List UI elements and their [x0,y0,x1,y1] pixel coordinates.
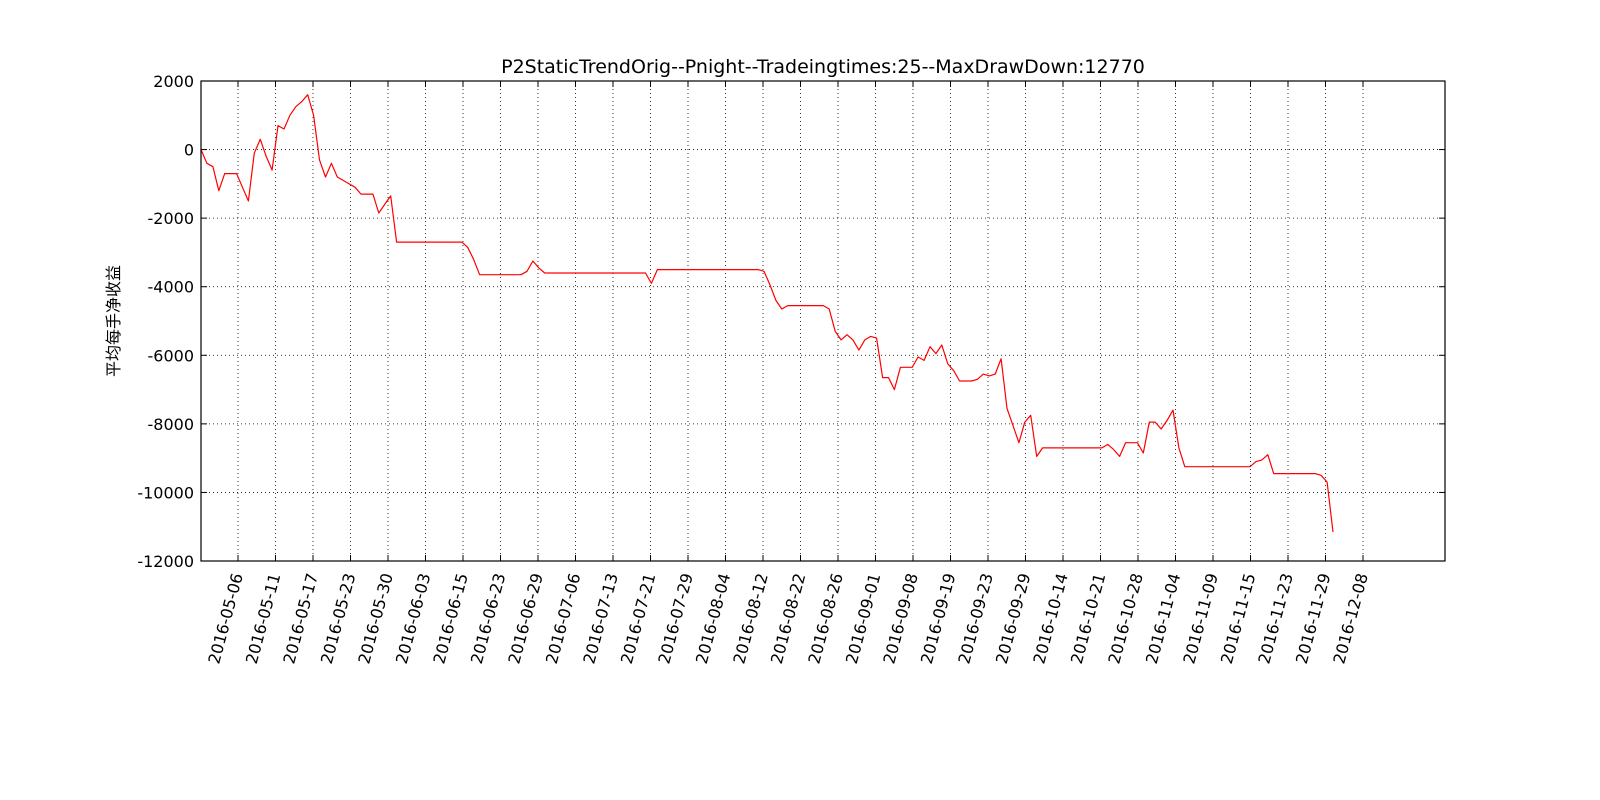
x-tick-label: 2016-09-19 [917,571,959,666]
y-tick-label: 2000 [153,72,194,91]
grid [201,81,1445,561]
x-tick-label: 2016-06-29 [504,571,546,666]
x-tick-label: 2016-06-15 [429,571,471,666]
x-tick-label: 2016-11-09 [1179,571,1221,666]
x-tick-label: 2016-08-04 [692,571,734,666]
y-tick-label: -8000 [148,415,195,434]
series-line [200,94,1334,532]
x-tick-label: 2016-05-11 [242,571,284,666]
x-tick-label: 2016-06-03 [392,571,434,666]
x-tick-label: 2016-09-08 [879,571,921,666]
x-tick-label: 2016-05-17 [279,571,321,666]
x-axis-ticks: 2016-05-062016-05-112016-05-172016-05-23… [204,81,1372,666]
x-tick-label: 2016-11-29 [1292,571,1334,666]
x-tick-label: 2016-08-22 [767,571,809,666]
x-tick-label: 2016-08-26 [804,571,846,666]
x-tick-label: 2016-10-14 [1029,571,1071,666]
x-tick-label: 2016-05-30 [354,571,396,666]
x-tick-label: 2016-11-23 [1254,571,1296,666]
plot-area-frame [200,80,1446,562]
x-tick-label: 2016-07-06 [542,571,584,666]
x-tick-label: 2016-11-04 [1142,571,1184,666]
x-tick-label: 2016-09-01 [842,571,884,666]
y-tick-label: -4000 [148,278,195,297]
series-layer [200,94,1334,532]
y-axis-label: 平均每手净收益 [104,265,123,377]
x-tick-label: 2016-06-23 [467,571,509,666]
x-tick-label: 2016-10-21 [1067,571,1109,666]
x-tick-label: 2016-05-06 [204,571,246,666]
x-tick-label: 2016-07-13 [579,571,621,666]
x-tick-label: 2016-08-12 [729,571,771,666]
x-tick-label: 2016-09-23 [954,571,996,666]
y-tick-label: -6000 [148,346,195,365]
y-tick-label: -2000 [148,209,195,228]
x-tick-label: 2016-11-15 [1217,571,1259,666]
y-tick-label: -12000 [137,552,194,571]
y-tick-label: 0 [184,141,194,160]
x-tick-label: 2016-12-08 [1329,571,1371,666]
y-axis-ticks: 2000 0 -2000 -4000 -6000 -8000 -10000 -12000 [137,72,1445,571]
x-tick-label: 2016-09-29 [992,571,1034,666]
chart-title: P2StaticTrendOrig--Pnight--Tradeingtimes… [501,56,1145,78]
x-tick-label: 2016-07-21 [617,571,659,666]
x-tick-label: 2016-07-29 [654,571,696,666]
x-tick-label: 2016-10-28 [1104,571,1146,666]
y-tick-label: -10000 [137,483,194,502]
x-tick-label: 2016-05-23 [317,571,359,666]
